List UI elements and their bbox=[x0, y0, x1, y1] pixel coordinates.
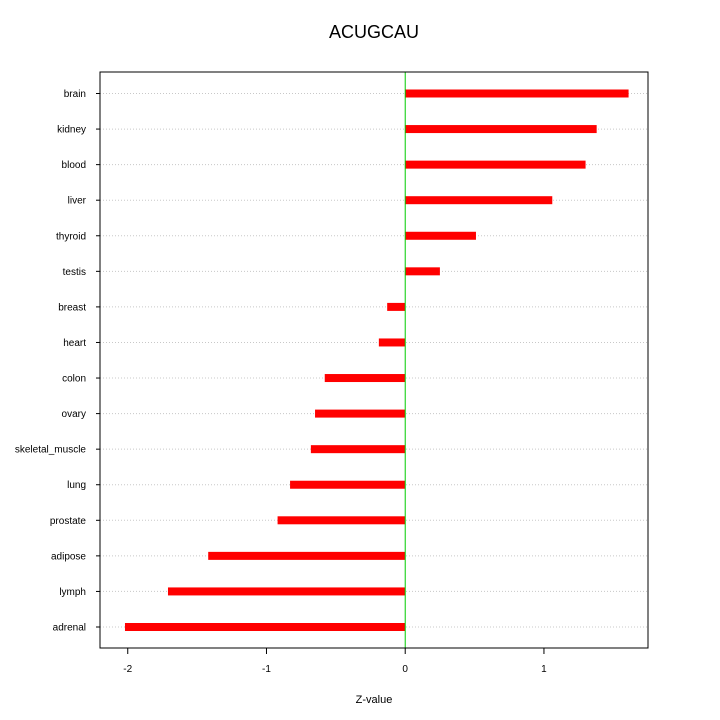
y-tick-label-testis: testis bbox=[63, 267, 86, 278]
y-tick-label-adrenal: adrenal bbox=[53, 623, 86, 634]
bar-breast bbox=[387, 302, 406, 311]
bar-adrenal bbox=[124, 623, 406, 631]
y-tick-label-blood: blood bbox=[62, 160, 86, 171]
bar-brain bbox=[405, 89, 629, 98]
y-tick-label-kidney: kidney bbox=[57, 125, 86, 136]
plot-frame bbox=[99, 71, 649, 649]
y-tick-label-thyroid: thyroid bbox=[56, 231, 86, 242]
bar-skeletal_muscle bbox=[310, 445, 406, 454]
bar-ovary bbox=[315, 409, 406, 418]
x-tick-label: -2 bbox=[123, 664, 132, 675]
y-tick-label-skeletal_muscle: skeletal_muscle bbox=[15, 445, 87, 456]
x-tick-label: 1 bbox=[541, 664, 547, 675]
bar-blood bbox=[405, 160, 586, 169]
y-tick-label-lung: lung bbox=[67, 480, 86, 491]
grid-lines bbox=[100, 93, 648, 628]
y-tick-label-liver: liver bbox=[68, 196, 87, 207]
y-tick-label-brain: brain bbox=[64, 89, 86, 100]
y-tick-labels: brain kidney blood liver thyroid testis breast… bbox=[15, 89, 100, 634]
y-tick-label-heart: heart bbox=[63, 338, 86, 349]
x-axis: -2 -1 0 1 bbox=[123, 647, 547, 675]
bar-testis bbox=[405, 267, 440, 276]
bar-thyroid bbox=[405, 231, 476, 240]
y-tick-label-ovary: ovary bbox=[62, 409, 86, 420]
bar-heart bbox=[378, 338, 406, 347]
y-tick-label-prostate: prostate bbox=[50, 516, 87, 527]
bar-prostate bbox=[277, 516, 406, 525]
y-tick-label-colon: colon bbox=[62, 374, 86, 385]
x-tick-label: 0 bbox=[402, 664, 408, 675]
x-axis-label: Z-value bbox=[356, 694, 393, 706]
bar-lung bbox=[290, 480, 406, 489]
x-tick-label: -1 bbox=[262, 664, 271, 675]
bar-liver bbox=[405, 196, 553, 205]
y-tick-label-adipose: adipose bbox=[51, 551, 86, 562]
chart-title: ACUGCAU bbox=[328, 22, 419, 42]
bar-kidney bbox=[405, 125, 597, 134]
y-tick-label-lymph: lymph bbox=[59, 587, 86, 598]
bar-colon bbox=[324, 374, 406, 383]
bar-lymph bbox=[167, 587, 406, 596]
bar-adipose bbox=[208, 551, 406, 560]
bars bbox=[124, 89, 629, 631]
y-tick-label-breast: breast bbox=[58, 302, 86, 313]
